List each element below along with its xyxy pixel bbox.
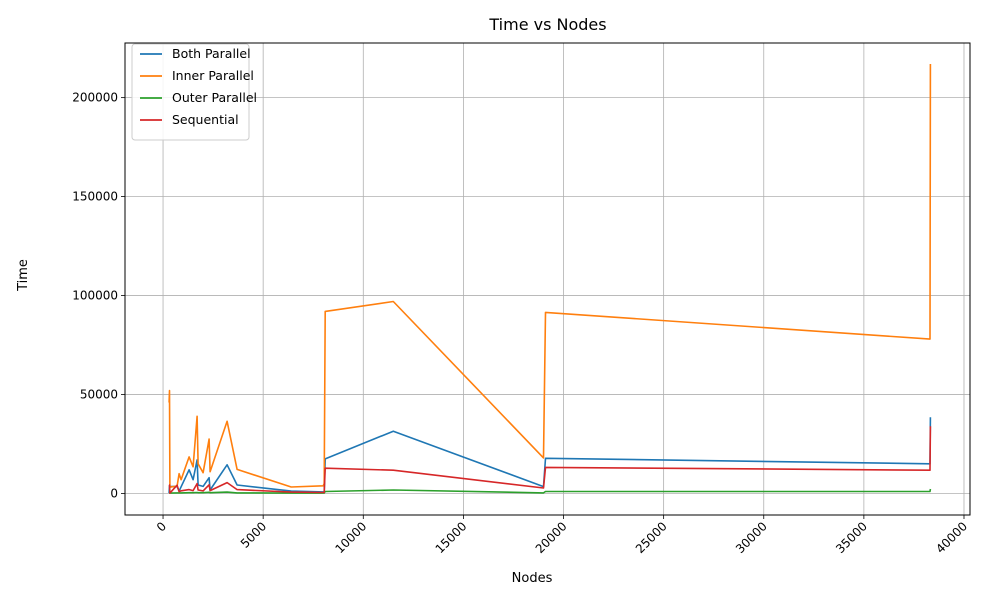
y-axis-label: Time <box>16 259 31 292</box>
series-line-outer-parallel <box>168 488 932 494</box>
plot-frame <box>124 42 971 516</box>
legend-box <box>131 43 250 141</box>
legend: Both Parallel Inner Parallel Outer Paralle… <box>131 43 257 141</box>
grid-layer <box>125 43 970 515</box>
y-tick-label: 100000 <box>72 289 118 303</box>
legend-label-outer-parallel: Outer Parallel <box>172 90 257 105</box>
y-tick-label: 150000 <box>72 190 118 204</box>
y-tick-label: 50000 <box>80 388 118 402</box>
legend-label-inner-parallel: Inner Parallel <box>172 68 254 83</box>
chart-title: Time vs Nodes <box>488 15 606 34</box>
series-line-inner-parallel <box>168 63 932 489</box>
series-layer <box>168 63 932 494</box>
legend-label-sequential: Sequential <box>172 112 239 127</box>
y-tick-label: 200000 <box>72 91 118 105</box>
y-tick-label: 0 <box>110 487 118 501</box>
series-line-sequential <box>168 426 932 494</box>
x-axis-label: Nodes <box>512 571 553 586</box>
legend-label-both-parallel: Both Parallel <box>172 46 251 61</box>
